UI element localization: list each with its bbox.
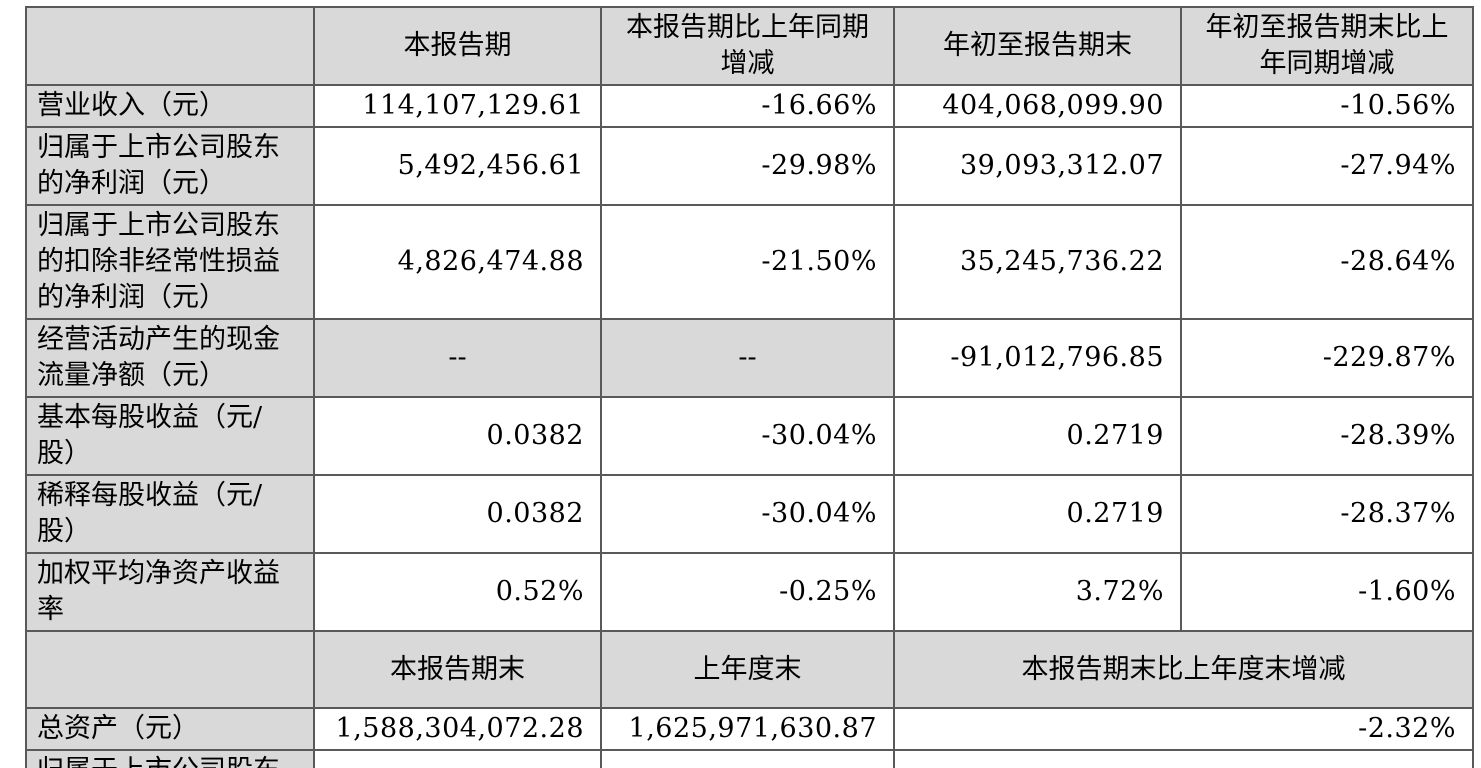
table-row: 归属于上市公司股东 的净利润（元） 5,492,456.61 -29.98% 3… [25,126,1474,206]
row-label: 经营活动产生的现金 流量净额（元） [25,318,315,398]
cell-value: -30.04% [600,474,895,554]
cell-placeholder: -- [600,318,895,398]
cell-value: 1,625,971,630.87 [600,707,895,751]
cell-value: 1,588,304,072.28 [313,707,602,751]
cell-value: 2.90% [893,749,1474,768]
cell-value: -28.37% [1180,474,1474,554]
row-label: 归属于上市公司股东 的扣除非经常性损益 的净利润（元） [25,204,315,320]
col-header-period-end: 本报告期末 [313,630,602,709]
cell-value: 35,245,736.22 [893,204,1182,320]
col-header-period-yoy-change: 本报告期比上年同期 增减 [600,6,895,86]
cell-value: 4,826,474.88 [313,204,602,320]
cell-value: 0.0382 [313,396,602,476]
table-row: 基本每股收益（元/ 股） 0.0382 -30.04% 0.2719 -28.3… [25,396,1474,476]
financial-summary-table: 本报告期 本报告期比上年同期 增减 年初至报告期末 年初至报告期末比上 年同期增… [25,6,1474,768]
cell-value: 39,093,312.07 [893,126,1182,206]
table-row: 营业收入（元） 114,107,129.61 -16.66% 404,068,0… [25,84,1474,128]
cell-value: -21.50% [600,204,895,320]
cell-value: -30.04% [600,396,895,476]
cell-value: -0.25% [600,552,895,632]
cell-value: 0.2719 [893,396,1182,476]
col-header-ytd-yoy-change: 年初至报告期末比上 年同期增减 [1180,6,1474,86]
table-row: 经营活动产生的现金 流量净额（元） -- -- -91,012,796.85 -… [25,318,1474,398]
col-header-current-period: 本报告期 [313,6,602,86]
row-label: 加权平均净资产收益 率 [25,552,315,632]
cell-value: -28.64% [1180,204,1474,320]
cell-placeholder: -- [313,318,602,398]
corner-cell [25,630,315,709]
cell-value: 404,068,099.90 [893,84,1182,128]
col-header-prev-year-end: 上年度末 [600,630,895,709]
cell-value: -1.60% [1180,552,1474,632]
row-label: 营业收入（元） [25,84,315,128]
cell-value: 0.0382 [313,474,602,554]
cell-value: -91,012,796.85 [893,318,1182,398]
cell-value: 1,035,471,448.72 [600,749,895,768]
cell-value: -2.32% [893,707,1474,751]
row-label: 归属于上市公司股东 的净利润（元） [25,126,315,206]
cell-value: 5,492,456.61 [313,126,602,206]
corner-cell [25,6,315,86]
cell-value: -28.39% [1180,396,1474,476]
row-label: 归属于上市公司股东 的所有者权益（元） [25,749,315,768]
cell-value: -27.94% [1180,126,1474,206]
table-row: 总资产（元） 1,588,304,072.28 1,625,971,630.87… [25,707,1474,751]
table-row: 归属于上市公司股东 的所有者权益（元） 1,065,484,795.20 1,0… [25,749,1474,768]
table-row: 归属于上市公司股东 的扣除非经常性损益 的净利润（元） 4,826,474.88… [25,204,1474,320]
cell-value: 0.2719 [893,474,1182,554]
table-row: 加权平均净资产收益 率 0.52% -0.25% 3.72% -1.60% [25,552,1474,632]
cell-value: -229.87% [1180,318,1474,398]
cell-value: 114,107,129.61 [313,84,602,128]
cell-value: 0.52% [313,552,602,632]
col-header-ytd: 年初至报告期末 [893,6,1182,86]
table-header-row-2: 本报告期末 上年度末 本报告期末比上年度末增减 [25,630,1474,709]
cell-value: -10.56% [1180,84,1474,128]
row-label: 总资产（元） [25,707,315,751]
cell-value: 3.72% [893,552,1182,632]
table-header-row-1: 本报告期 本报告期比上年同期 增减 年初至报告期末 年初至报告期末比上 年同期增… [25,6,1474,86]
row-label: 基本每股收益（元/ 股） [25,396,315,476]
cell-value: -29.98% [600,126,895,206]
row-label: 稀释每股收益（元/ 股） [25,474,315,554]
cell-value: -16.66% [600,84,895,128]
cell-value: 1,065,484,795.20 [313,749,602,768]
col-header-period-end-change: 本报告期末比上年度末增减 [893,630,1474,709]
table-row: 稀释每股收益（元/ 股） 0.0382 -30.04% 0.2719 -28.3… [25,474,1474,554]
